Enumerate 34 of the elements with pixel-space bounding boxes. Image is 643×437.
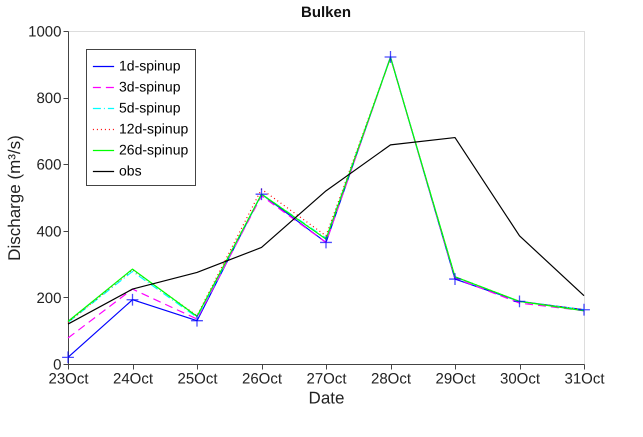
point	[190, 314, 204, 328]
legend-label: 12d-spinup	[119, 120, 188, 136]
legend-label: 1d-spinup	[119, 58, 181, 74]
y-tick-label: 0	[53, 356, 62, 374]
legend-label: 3d-spinup	[119, 78, 181, 94]
x-tick-label: 28Oct	[370, 370, 412, 388]
point	[384, 50, 398, 64]
x-tick-label: 31Oct	[564, 370, 606, 388]
y-tick-label: 200	[36, 290, 62, 307]
y-axis-title: Discharge (m³/s)	[5, 135, 24, 261]
line-series	[67, 136, 585, 325]
point	[448, 272, 462, 286]
x-tick-label: 26Oct	[242, 370, 283, 388]
x-tick-label: 27Oct	[306, 370, 348, 388]
x-tick-label: 30Oct	[500, 370, 541, 388]
legend-label: 26d-spinup	[119, 142, 188, 158]
point	[577, 303, 591, 316]
x-tick-label: 24Oct	[112, 370, 154, 388]
point	[61, 350, 75, 364]
x-tick-label: 29Oct	[435, 370, 476, 388]
chart-title: Bulken	[300, 4, 352, 21]
y-tick-label: 800	[36, 90, 62, 108]
y-tick-label: 400	[36, 223, 62, 240]
y-tick-label: 1000	[28, 24, 62, 40]
point	[254, 188, 268, 201]
legend-label: obs	[119, 162, 142, 178]
x-axis-title: Date	[308, 388, 344, 408]
y-tick-label: 600	[36, 156, 62, 174]
point	[512, 294, 526, 308]
legend-label: 5d-spinup	[119, 100, 181, 116]
x-tick-label: 25Oct	[177, 370, 218, 388]
x-tick-label: 23Oct	[48, 370, 90, 388]
point	[126, 293, 140, 306]
point	[319, 236, 333, 250]
